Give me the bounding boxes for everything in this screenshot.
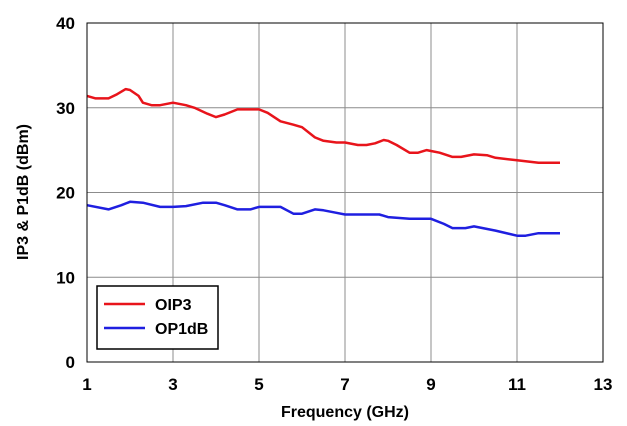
legend-label-oip3: OIP3 [155,297,192,314]
plot-frame [86,22,604,363]
x-tick-label: 5 [254,375,263,394]
y-axis-title: IP3 & P1dB (dBm) [15,124,32,260]
x-tick-label: 11 [508,375,526,394]
x-tick-label: 1 [82,375,91,394]
series-line-oip3 [86,87,560,165]
x-tick-label: 13 [594,375,613,394]
legend: OIP3 OP1dB [96,285,219,350]
series-lines [86,87,560,237]
y-tick-label: 10 [56,268,75,287]
series-line-op1db [86,200,560,237]
grid [87,23,603,362]
y-tick-label: 30 [56,99,75,118]
y-tick-label: 0 [66,353,75,372]
y-tick-label: 40 [56,14,75,33]
y-tick-label: 20 [56,184,75,203]
x-axis-title: Frequency (GHz) [281,404,409,421]
x-tick-label: 3 [168,375,177,394]
x-tick-label: 9 [426,375,435,394]
legend-box [96,285,219,350]
legend-label-op1db: OP1dB [155,321,208,338]
x-tick-label: 7 [340,375,349,394]
